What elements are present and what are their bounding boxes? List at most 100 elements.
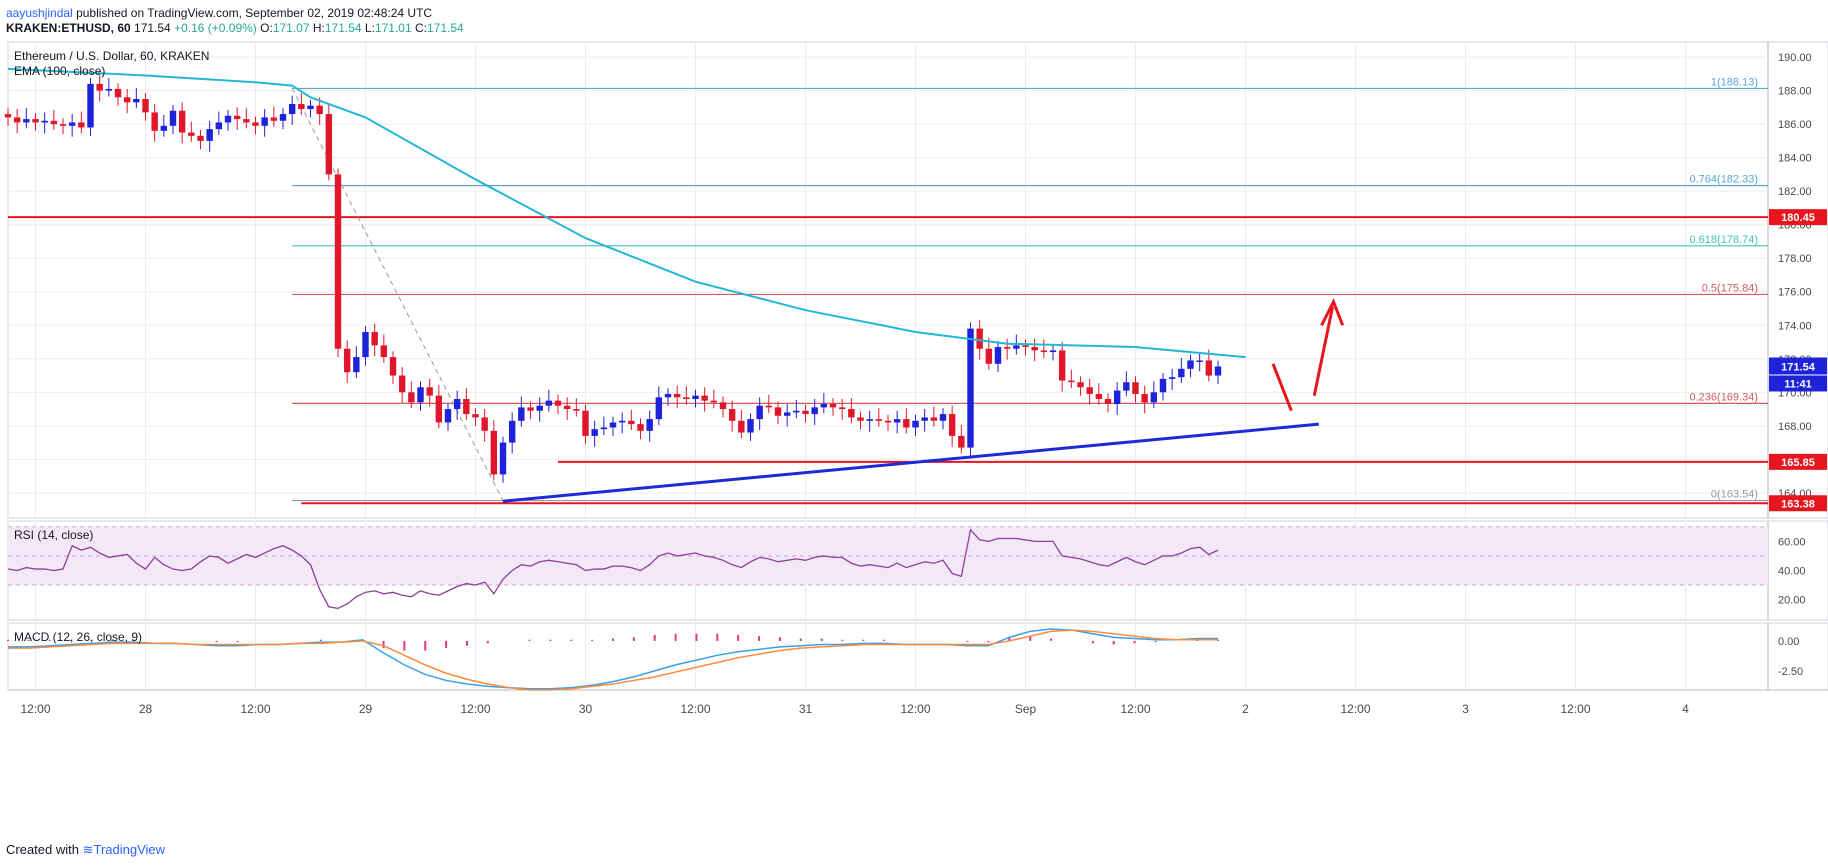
candle-body	[1095, 393, 1103, 399]
close-value: 171.54	[426, 21, 464, 35]
x-tick-label: 31	[799, 702, 813, 716]
candle-body	[829, 404, 837, 408]
candle-body	[875, 419, 883, 421]
x-tick-label: 30	[579, 702, 593, 716]
x-tick-label: 2	[1242, 702, 1249, 716]
fib-level-label: 0(163.54)	[1711, 489, 1758, 501]
candle-body	[591, 429, 598, 436]
candle-body	[408, 392, 415, 403]
candle-body	[206, 129, 213, 141]
y-tick-label: 178.00	[1778, 253, 1812, 265]
low-value: 171.01	[374, 21, 412, 35]
author-link[interactable]: aayushjindal	[6, 6, 73, 20]
candle-body	[848, 409, 855, 418]
candle-body	[609, 422, 617, 428]
candle-body	[646, 419, 653, 431]
candle-body	[967, 328, 974, 448]
candle-body	[765, 405, 773, 408]
candle-body	[1141, 393, 1148, 403]
y-tick-label: 182.00	[1778, 186, 1812, 198]
candle-body	[307, 105, 314, 110]
candle-body	[353, 357, 360, 373]
arrow-head-icon	[1320, 298, 1345, 326]
fib-level-label: 1(188.13)	[1711, 76, 1758, 88]
x-tick-label: 12:00	[900, 702, 930, 716]
candle-body	[4, 114, 12, 118]
candle-body	[1049, 350, 1057, 353]
candle-body	[1068, 380, 1075, 383]
candle-body	[866, 419, 873, 421]
candle-body	[499, 442, 507, 475]
footer: Created with ≋TradingView	[6, 842, 165, 858]
trendline	[502, 422, 1319, 503]
candle-body	[958, 435, 965, 448]
fib-level-label: 0.5(175.84)	[1702, 282, 1758, 294]
candle-body	[252, 122, 259, 126]
price-axis-tag	[1769, 453, 1827, 470]
candle-body	[893, 419, 901, 423]
candle-body	[68, 122, 76, 126]
candle-body	[618, 420, 626, 423]
y-tick-label: 176.00	[1778, 287, 1812, 299]
x-tick-label: 12:00	[240, 702, 270, 716]
candle-body	[838, 407, 846, 410]
candle-body	[362, 331, 369, 358]
candle-body	[1058, 350, 1066, 381]
candle-body	[123, 97, 131, 103]
candle-body	[343, 348, 351, 373]
candle-body	[481, 417, 488, 431]
candle-body	[930, 417, 938, 421]
candle-body	[747, 419, 754, 433]
candle-body	[133, 98, 140, 103]
fib-level-label: 0.764(182.33)	[1690, 174, 1759, 186]
candle-body	[1132, 382, 1139, 394]
candle-body	[243, 119, 250, 123]
ema-line	[7, 67, 1246, 359]
candle-body	[472, 414, 479, 418]
candle-body	[298, 104, 305, 110]
price-change: +0.16 (+0.09%)	[174, 21, 257, 35]
tradingview-brand[interactable]: TradingView	[93, 842, 166, 857]
candle-body	[1123, 382, 1130, 391]
candle-body	[215, 122, 223, 130]
candle-body	[188, 132, 195, 136]
x-tick-label: 12:00	[1120, 702, 1150, 716]
candle-body	[1214, 366, 1222, 376]
candle-body	[710, 400, 718, 403]
candle-body	[1159, 378, 1167, 393]
candle-body	[270, 117, 278, 121]
x-tick-label: 28	[139, 702, 153, 716]
y-tick-label: 174.00	[1778, 320, 1812, 332]
pane-frame	[7, 41, 1828, 519]
open-value: 171.07	[272, 21, 310, 35]
candle-body	[426, 387, 433, 396]
candle-body	[279, 114, 287, 121]
candle-body	[288, 104, 296, 115]
macd-tick-label: -2.50	[1778, 666, 1803, 678]
candle-body	[41, 120, 48, 123]
x-tick-label: 12:00	[680, 702, 710, 716]
countdown-tag	[1769, 375, 1827, 392]
candle-body	[508, 420, 516, 443]
countdown-tag-label: 11:41	[1784, 378, 1812, 390]
candle-body	[23, 119, 30, 123]
candle-body	[151, 112, 158, 131]
candle-body	[169, 110, 177, 126]
y-tick-label: 190.00	[1778, 52, 1812, 64]
candle-body	[536, 405, 543, 411]
candle-body	[1104, 399, 1112, 405]
candle-body	[178, 110, 186, 133]
candle-body	[114, 88, 122, 98]
fib-level-label: 0.618(178.74)	[1690, 234, 1759, 246]
candle-body	[912, 420, 919, 428]
candle-body	[1187, 360, 1194, 369]
candle-body	[50, 120, 58, 125]
created-with-label: Created with	[6, 842, 79, 857]
candle-body	[939, 414, 947, 421]
tradingview-logo-icon: ≋	[82, 842, 94, 857]
candle-body	[1196, 360, 1203, 362]
candle-body	[32, 119, 39, 123]
close-label: C:	[414, 21, 427, 35]
ema-legend-label: EMA (100, close)	[14, 64, 105, 78]
